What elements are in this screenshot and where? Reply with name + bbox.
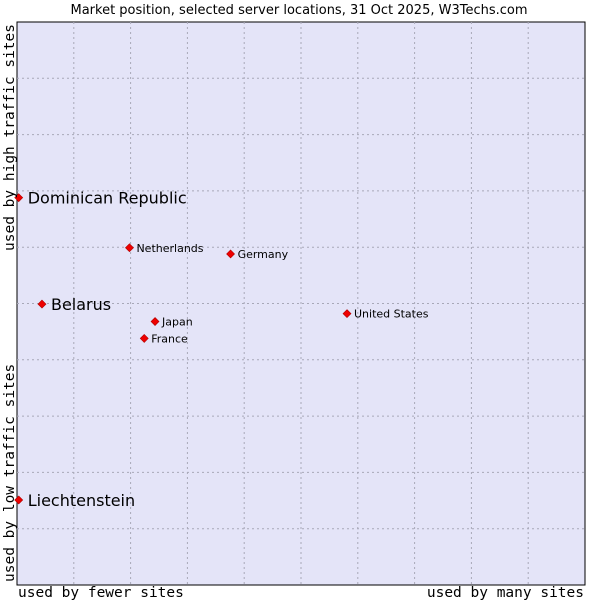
point-marker-japan [150,317,160,326]
data-point-belarus: Belarus [37,295,111,314]
grid-lines [17,22,585,585]
point-label-liechtenstein: Liechtenstein [28,491,135,510]
data-point-liechtenstein: Liechtenstein [14,491,135,510]
chart-title: Market position, selected server locatio… [70,3,527,18]
data-point-united-states: United States [342,308,429,321]
data-point-germany: Germany [226,248,289,261]
y-axis-label-top: used by high traffic sites [2,24,18,251]
point-marker-france [139,333,149,343]
y-axis-label-bottom: used by low traffic sites [2,364,18,582]
data-point-france: France [139,332,188,345]
point-marker-united-states [342,309,352,319]
point-marker-netherlands [125,243,134,253]
x-axis-label-left: used by fewer sites [18,585,184,600]
x-axis-label-right: used by many sites [427,585,584,600]
data-point-dominican-republic: Dominican Republic [14,189,187,208]
data-point-netherlands: Netherlands [125,242,204,255]
point-marker-belarus [37,299,47,309]
point-label-japan: Japan [161,316,193,329]
point-label-dominican-republic: Dominican Republic [28,189,187,208]
data-points: Dominican Republic Netherlands Germany Bela… [14,189,429,510]
point-marker-liechtenstein [14,495,24,505]
point-marker-dominican-republic [14,193,24,203]
data-point-japan: Japan [150,316,193,329]
point-label-netherlands: Netherlands [136,242,203,255]
point-label-france: France [151,332,188,345]
point-label-united-states: United States [354,308,429,321]
point-marker-germany [226,249,235,259]
point-label-germany: Germany [238,248,289,261]
point-label-belarus: Belarus [51,295,111,314]
